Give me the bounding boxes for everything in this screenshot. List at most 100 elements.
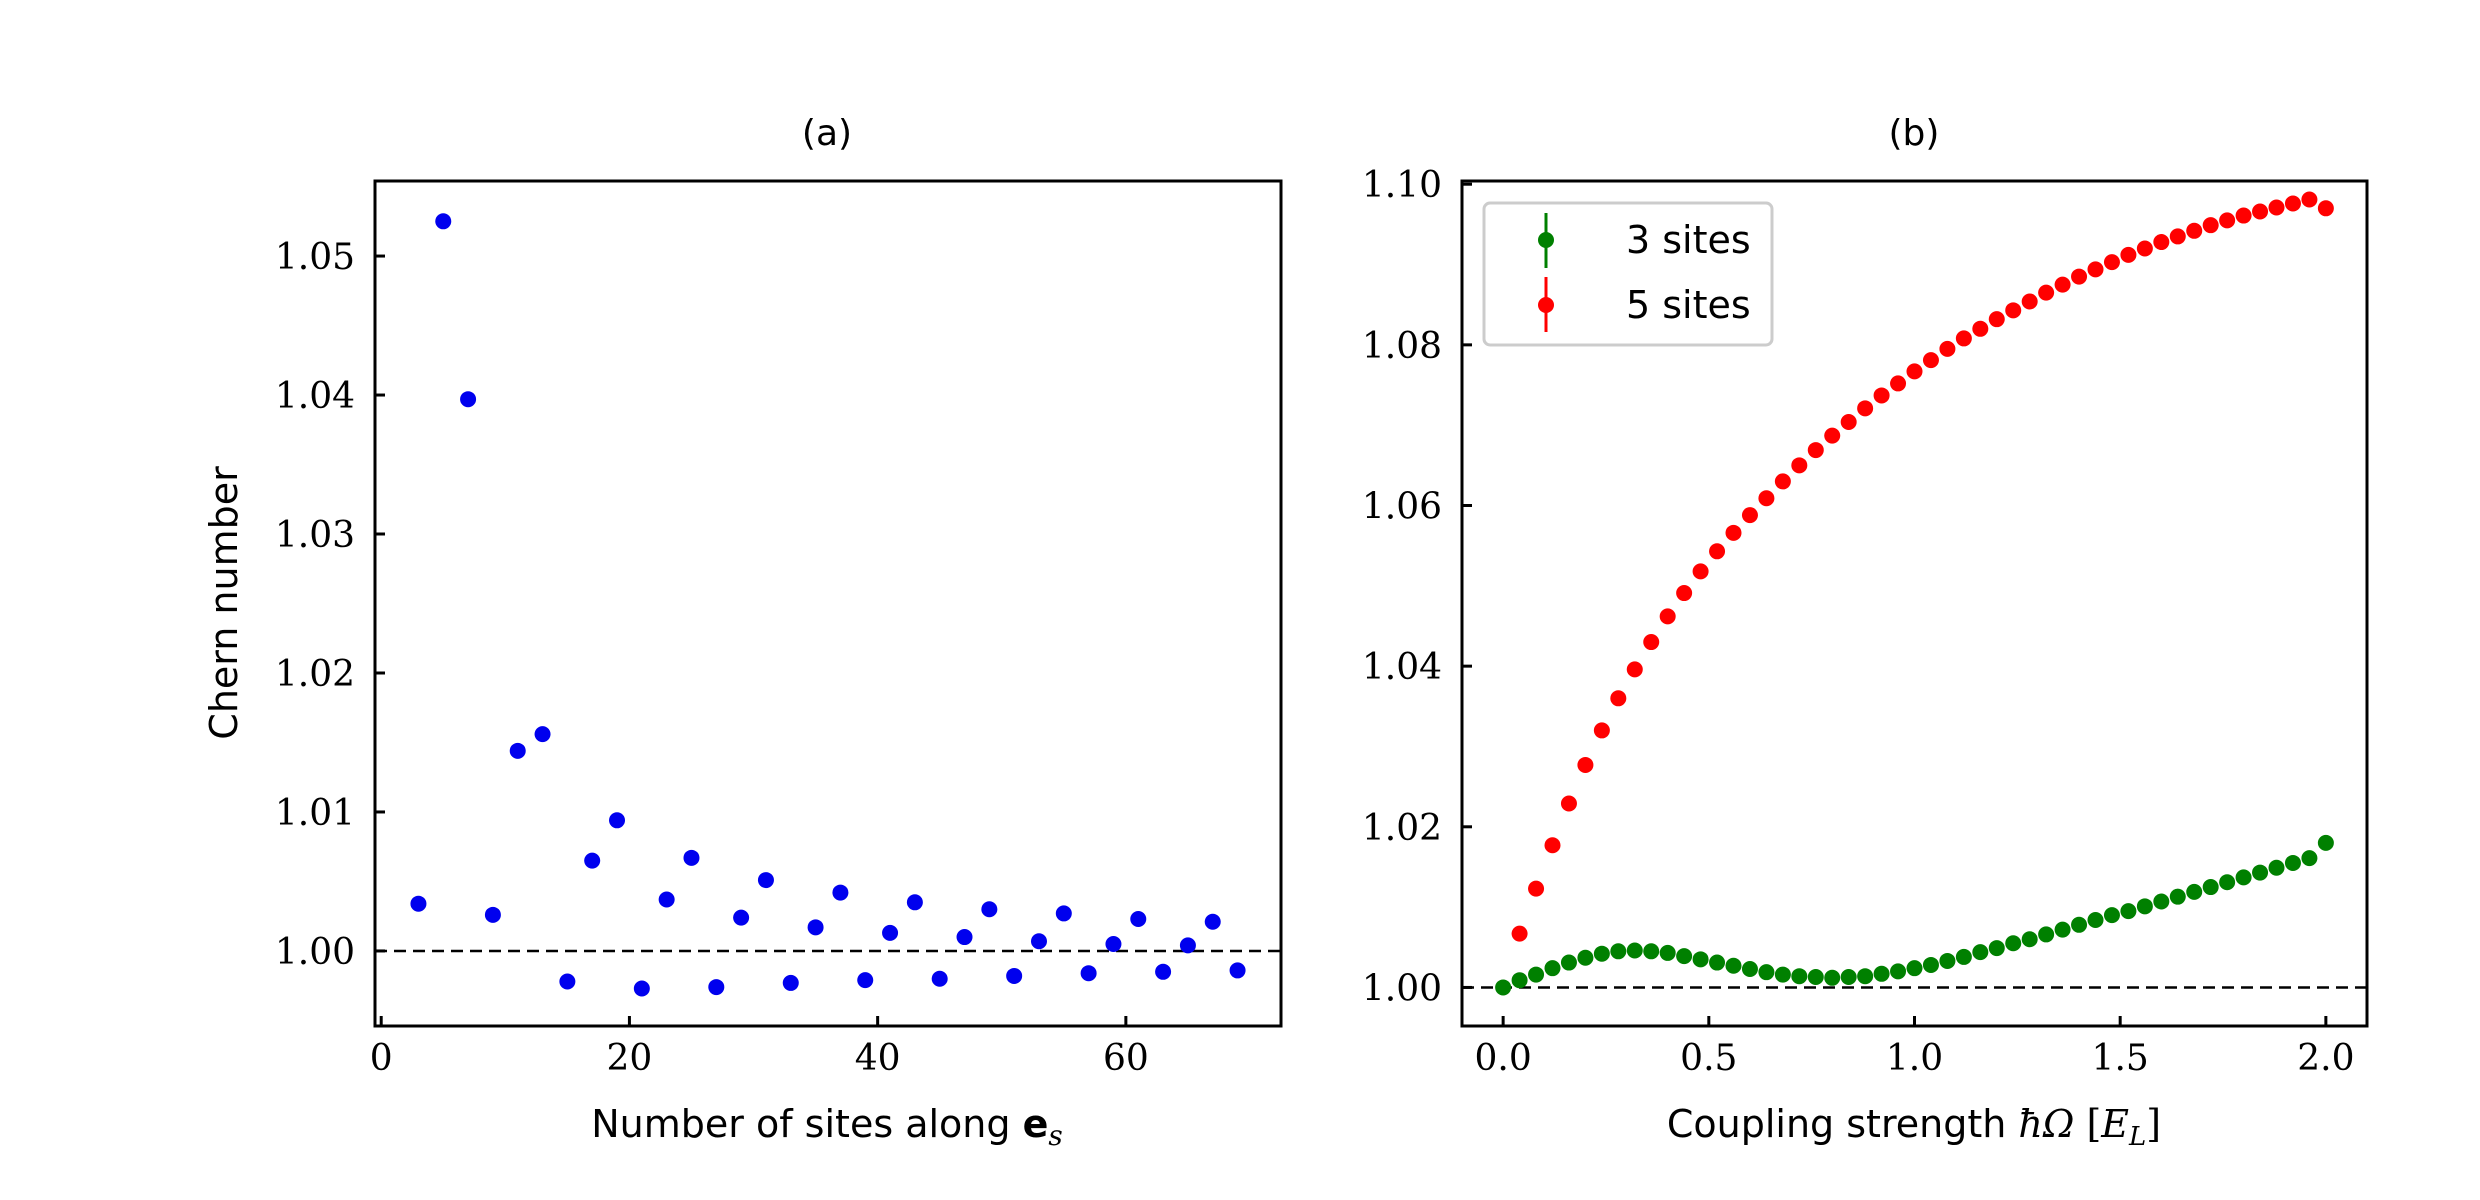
data-point-b-5-sites bbox=[1544, 837, 1561, 854]
data-point-b-3-sites bbox=[1955, 948, 1972, 965]
data-point-b-5-sites bbox=[1528, 880, 1545, 897]
data-point-b-3-sites bbox=[2202, 879, 2219, 896]
data-point-b-3-sites bbox=[1659, 944, 1676, 961]
data-point-a-series bbox=[534, 726, 551, 743]
y-tick-label-a: 1.04 bbox=[275, 376, 355, 417]
data-point-b-5-sites bbox=[2038, 284, 2055, 301]
y-tick-label-b: 1.00 bbox=[1362, 968, 1442, 1009]
y-tick-label-b: 1.10 bbox=[1362, 165, 1442, 206]
y-tick-label-b: 1.04 bbox=[1362, 647, 1442, 688]
data-point-b-3-sites bbox=[1922, 956, 1939, 973]
data-point-b-5-sites bbox=[1873, 387, 1890, 404]
data-point-b-5-sites bbox=[2153, 234, 2170, 251]
data-point-b-5-sites bbox=[1824, 427, 1841, 444]
data-point-b-3-sites bbox=[1643, 943, 1660, 960]
panel-b-label: (b) bbox=[1889, 113, 1940, 154]
data-point-b-5-sites bbox=[2169, 228, 2186, 245]
data-point-b-3-sites bbox=[2219, 874, 2236, 891]
axes-frame-b bbox=[1460, 179, 2369, 1028]
data-point-b-3-sites bbox=[1774, 966, 1791, 983]
series-a-points bbox=[410, 213, 1246, 997]
data-point-b-3-sites bbox=[1791, 968, 1808, 985]
legend-label-3-sites: 3 sites bbox=[1626, 218, 1751, 262]
data-point-b-5-sites bbox=[2136, 240, 2153, 257]
data-point-b-3-sites bbox=[2054, 921, 2071, 938]
data-point-a-series bbox=[484, 906, 501, 923]
data-point-b-3-sites bbox=[2136, 898, 2153, 915]
data-point-b-5-sites bbox=[1593, 722, 1610, 739]
y-tick-label-a: 1.03 bbox=[275, 515, 355, 556]
data-point-b-3-sites bbox=[1577, 949, 1594, 966]
data-point-b-5-sites bbox=[2120, 246, 2137, 263]
data-point-b-3-sites bbox=[2005, 935, 2022, 952]
data-point-b-5-sites bbox=[1840, 413, 1857, 430]
data-point-a-series bbox=[1030, 933, 1047, 950]
data-point-b-5-sites bbox=[1758, 490, 1775, 507]
panel-a: (a) 0 20 40 60 1.00 1.01 1.02 1.03 1.04 1.05 Numb… bbox=[202, 113, 1283, 1152]
data-point-b-3-sites bbox=[1972, 944, 1989, 961]
data-point-b-3-sites bbox=[1626, 942, 1643, 959]
data-point-b-5-sites bbox=[2186, 222, 2203, 239]
legend-frame bbox=[1482, 201, 1774, 347]
data-point-a-series bbox=[1080, 965, 1097, 982]
data-point-b-5-sites bbox=[1659, 608, 1676, 625]
data-point-b-3-sites bbox=[1511, 972, 1528, 989]
y-tick-label-b: 1.02 bbox=[1362, 808, 1442, 849]
data-point-b-5-sites bbox=[1988, 311, 2005, 328]
panel-a-label: (a) bbox=[802, 113, 852, 154]
data-point-b-3-sites bbox=[2235, 869, 2252, 886]
data-point-a-series bbox=[410, 895, 427, 912]
x-tick-label-b: 2.0 bbox=[2297, 1038, 2354, 1079]
x-tick-label-b: 0.0 bbox=[1475, 1038, 1532, 1079]
data-point-a-series bbox=[782, 974, 799, 991]
data-point-a-series bbox=[1055, 905, 1072, 922]
data-point-b-3-sites bbox=[2103, 907, 2120, 924]
data-point-a-series bbox=[1179, 937, 1196, 954]
data-point-b-3-sites bbox=[1824, 969, 1841, 986]
x-tick-label-a: 60 bbox=[1103, 1038, 1149, 1079]
data-point-b-3-sites bbox=[1807, 969, 1824, 986]
y-tick-label-a: 1.02 bbox=[275, 654, 355, 695]
data-point-b-5-sites bbox=[1511, 925, 1528, 942]
data-point-b-3-sites bbox=[1544, 960, 1561, 977]
data-point-a-series bbox=[882, 924, 899, 941]
data-point-b-5-sites bbox=[2087, 261, 2104, 278]
data-point-b-5-sites bbox=[1906, 363, 1923, 380]
data-point-a-series bbox=[658, 891, 675, 908]
data-point-b-3-sites bbox=[1528, 966, 1545, 983]
data-point-b-3-sites bbox=[1988, 940, 2005, 957]
data-point-b-5-sites bbox=[1791, 457, 1808, 474]
data-point-a-series bbox=[1204, 913, 1221, 930]
data-point-b-3-sites bbox=[1560, 954, 1577, 971]
data-point-b-3-sites bbox=[2317, 834, 2334, 851]
x-tick-label-a: 40 bbox=[855, 1038, 901, 1079]
data-point-b-3-sites bbox=[1939, 952, 1956, 969]
data-point-a-series bbox=[435, 213, 452, 230]
legend-entry-5-sites: 5 sites bbox=[1538, 277, 1751, 332]
data-point-b-5-sites bbox=[1692, 563, 1709, 580]
data-point-b-5-sites bbox=[1972, 320, 1989, 337]
y-tick-label-a: 1.00 bbox=[275, 932, 355, 973]
data-point-b-3-sites bbox=[2169, 888, 2186, 905]
data-point-a-series bbox=[832, 884, 849, 901]
data-point-b-3-sites bbox=[1725, 957, 1742, 974]
data-point-b-5-sites bbox=[2284, 195, 2301, 212]
data-point-b-3-sites bbox=[1890, 963, 1907, 980]
data-point-b-3-sites bbox=[1692, 951, 1709, 968]
data-point-b-3-sites bbox=[1610, 943, 1627, 960]
data-point-b-5-sites bbox=[1709, 543, 1726, 560]
x-axis-label-a: Number of sites along es bbox=[591, 1102, 1062, 1152]
series-b-points bbox=[1495, 191, 2334, 996]
data-point-b-5-sites bbox=[1643, 634, 1660, 651]
data-point-a-series bbox=[733, 909, 750, 926]
data-point-b-3-sites bbox=[2087, 911, 2104, 928]
data-point-b-3-sites bbox=[1593, 945, 1610, 962]
data-point-b-5-sites bbox=[1922, 352, 1939, 369]
data-point-a-series bbox=[1229, 962, 1246, 979]
x-axis-label-b: Coupling strength ħΩ [EL] bbox=[1667, 1102, 2161, 1152]
data-point-b-3-sites bbox=[1495, 979, 1512, 996]
data-point-a-series bbox=[683, 849, 700, 866]
legend-label-5-sites: 5 sites bbox=[1626, 283, 1751, 327]
data-point-a-series bbox=[931, 970, 948, 987]
